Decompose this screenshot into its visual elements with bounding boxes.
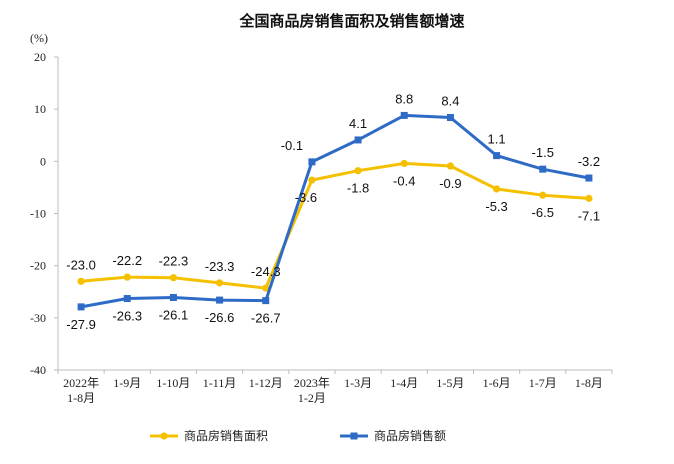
data-point (169, 293, 177, 301)
x-tick-label: 1-9月 (113, 376, 141, 390)
data-point (585, 194, 593, 202)
series-layer (77, 111, 593, 311)
data-point (492, 185, 501, 193)
y-tick-label: 0 (40, 154, 46, 168)
data-point (262, 297, 270, 305)
data-label: -26.6 (205, 310, 235, 325)
x-tick-label: 1-12月 (249, 376, 283, 390)
data-point (493, 152, 501, 160)
data-label: -26.3 (112, 309, 142, 324)
data-label: -26.7 (251, 311, 281, 326)
data-point (308, 158, 316, 166)
data-point (123, 295, 131, 303)
data-label: 4.1 (349, 116, 367, 131)
x-tick-label: 1-4月 (390, 376, 418, 390)
data-label: -22.2 (112, 253, 142, 268)
data-point (539, 191, 547, 199)
data-point (400, 159, 408, 168)
data-label: -3.6 (295, 190, 317, 205)
legend-marker (160, 432, 168, 440)
x-tick-label: 1-6月 (483, 376, 511, 390)
x-tick-label: 1-3月 (344, 376, 372, 390)
data-point (262, 284, 270, 292)
x-tick-label: 2023年 (294, 376, 330, 390)
x-tick-label: 2022年 (63, 376, 99, 390)
data-label: -23.3 (205, 259, 235, 274)
chart-title: 全国商品房销售面积及销售额增速 (238, 12, 464, 30)
x-tick-label: 1-11月 (203, 376, 237, 390)
data-label: -0.1 (281, 138, 303, 153)
data-label: -24.3 (251, 264, 281, 279)
data-label: 1.1 (488, 132, 506, 147)
y-tick-label: 10 (34, 102, 46, 116)
data-labels: -23.0 -22.2 -22.3 -23.3 -24.3 -3.6 -1.8 -0.4 -0.… (66, 91, 600, 331)
data-point (308, 176, 316, 184)
data-label: 8.8 (395, 91, 413, 106)
y-tick-label: -30 (30, 311, 46, 325)
y-tick-label: -10 (30, 207, 46, 221)
data-point (215, 279, 224, 287)
data-label: -7.1 (578, 208, 600, 223)
x-tick-label: 1-8月 (67, 391, 95, 405)
y-tick-label: -40 (30, 363, 46, 377)
legend-label: 商品房销售面积 (184, 428, 268, 443)
data-point (77, 277, 85, 285)
data-point (539, 165, 547, 173)
x-tick-label: 1-2月 (298, 391, 326, 405)
data-label: -5.3 (485, 199, 507, 214)
data-point (354, 136, 362, 144)
series-line-2 (79, 113, 591, 309)
data-label: 8.4 (441, 94, 459, 109)
data-label: -1.5 (532, 145, 554, 160)
data-label: -3.2 (578, 154, 600, 169)
data-point (354, 167, 362, 175)
x-tick-label: 1-8月 (575, 376, 603, 390)
x-tick-label: 1-10月 (156, 376, 190, 390)
data-point (216, 296, 224, 304)
data-label: -6.5 (532, 205, 554, 220)
legend: 商品房销售面积 商品房销售额 (150, 428, 446, 443)
data-label: -26.1 (159, 307, 189, 322)
data-point (446, 162, 455, 170)
data-label: -23.0 (66, 257, 96, 272)
data-point (585, 174, 593, 182)
legend-marker (350, 432, 358, 440)
y-tick-label: 20 (34, 50, 46, 64)
data-point (123, 273, 131, 281)
data-label: -0.4 (393, 173, 415, 188)
y-axis-unit: (%) (30, 31, 48, 45)
x-tick-label: 1-7月 (529, 376, 557, 390)
data-point (400, 111, 408, 119)
data-label: -1.8 (347, 181, 369, 196)
x-tick-label: 1-5月 (436, 376, 464, 390)
data-label: -22.3 (159, 254, 189, 269)
y-tick-label: -20 (30, 259, 46, 273)
data-point (446, 114, 454, 122)
data-point (77, 303, 85, 311)
data-point (169, 274, 178, 282)
data-label: -27.9 (66, 317, 96, 332)
series-line-1 (79, 161, 591, 290)
legend-label: 商品房销售额 (374, 428, 446, 443)
data-label: -0.9 (439, 176, 461, 191)
